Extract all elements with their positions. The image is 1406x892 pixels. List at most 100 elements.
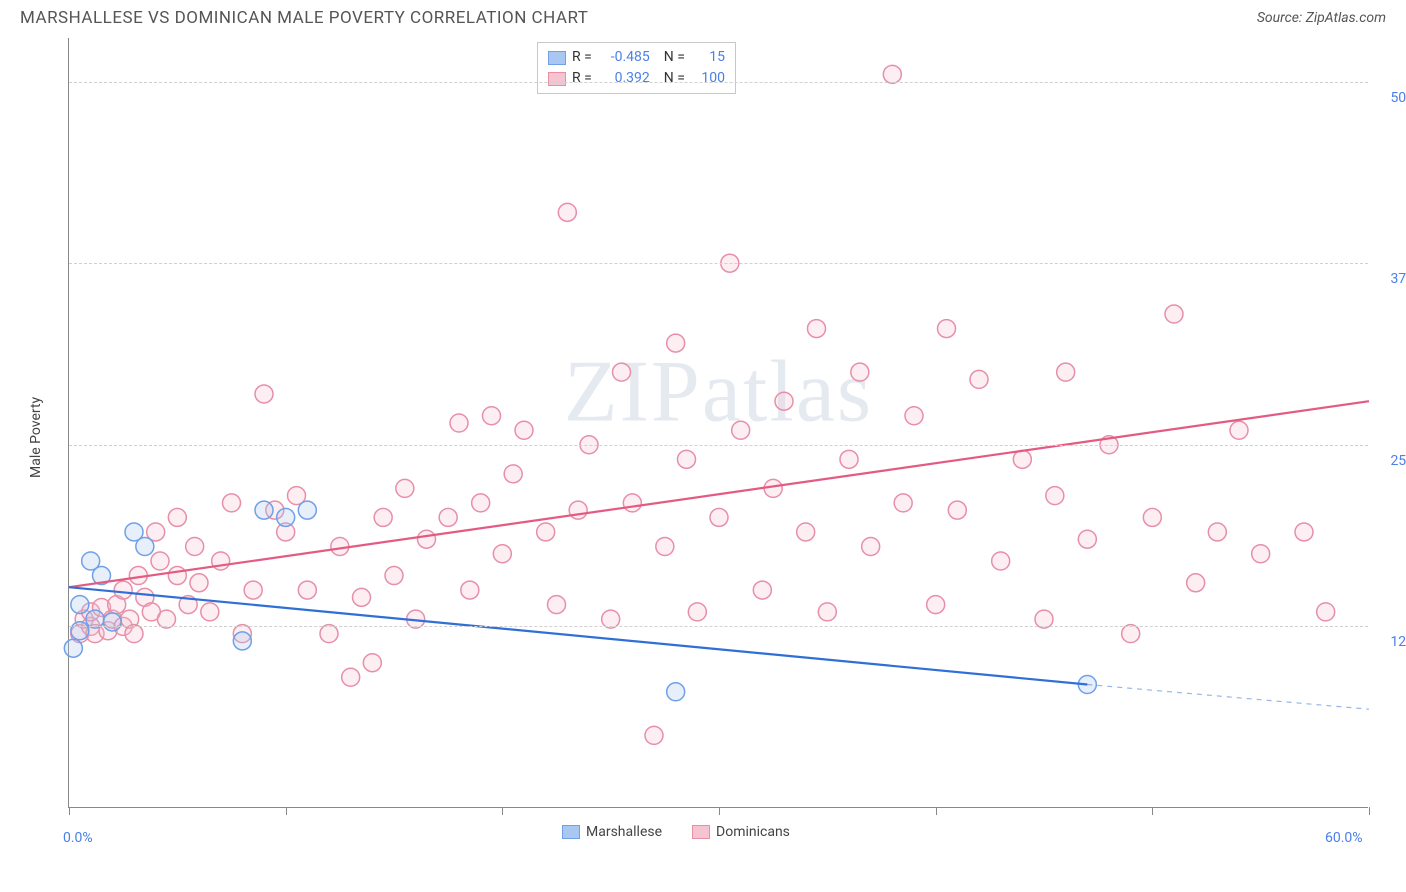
- data-point: [1208, 523, 1226, 541]
- data-point: [266, 501, 284, 519]
- data-point: [129, 567, 147, 585]
- data-point: [450, 414, 468, 432]
- data-point: [623, 494, 641, 512]
- data-point: [186, 537, 204, 555]
- data-point: [483, 407, 501, 425]
- legend-n-value: 15: [691, 47, 725, 68]
- trend-line: [69, 587, 1087, 684]
- data-point: [764, 479, 782, 497]
- legend-label: Marshallese: [586, 824, 662, 840]
- x-tick: [1369, 807, 1370, 815]
- legend-row: R =0.392N =100: [548, 68, 725, 89]
- data-point: [678, 450, 696, 468]
- data-point: [418, 530, 436, 548]
- data-point: [93, 567, 111, 585]
- data-point: [363, 654, 381, 672]
- data-point: [1078, 530, 1096, 548]
- y-tick-label: 50.0%: [1373, 90, 1406, 106]
- data-point: [136, 588, 154, 606]
- x-tick: [69, 807, 70, 815]
- data-point: [147, 523, 165, 541]
- grid-line: [69, 626, 1368, 627]
- data-point: [114, 581, 132, 599]
- legend-label: Dominicans: [716, 824, 790, 840]
- data-point: [277, 508, 295, 526]
- data-point: [385, 567, 403, 585]
- data-point: [108, 596, 126, 614]
- data-point: [775, 392, 793, 410]
- y-tick-label: 12.5%: [1373, 634, 1406, 650]
- legend-swatch: [548, 72, 566, 86]
- x-tick-label: 60.0%: [1325, 830, 1363, 846]
- x-tick: [286, 807, 287, 815]
- data-point: [515, 421, 533, 439]
- data-point: [472, 494, 490, 512]
- data-point: [439, 508, 457, 526]
- data-point: [667, 334, 685, 352]
- y-tick-label: 37.5%: [1373, 271, 1406, 287]
- data-point: [1046, 487, 1064, 505]
- chart-container: ZIPatlas R =-0.485N =15R =0.392N =100 12…: [20, 38, 1386, 858]
- legend-item: Dominicans: [692, 824, 790, 840]
- grid-line: [69, 82, 1368, 83]
- grid-line: [69, 445, 1368, 446]
- data-point: [151, 552, 169, 570]
- data-point: [142, 603, 160, 621]
- data-point: [82, 552, 100, 570]
- legend-row: R =-0.485N =15: [548, 47, 725, 68]
- data-point: [753, 581, 771, 599]
- x-tick-label: 0.0%: [63, 830, 93, 846]
- data-point: [288, 487, 306, 505]
- data-point: [244, 581, 262, 599]
- data-point: [1317, 603, 1335, 621]
- watermark: ZIPatlas: [564, 341, 873, 442]
- data-point: [504, 465, 522, 483]
- data-point: [851, 363, 869, 381]
- data-point: [125, 523, 143, 541]
- data-point: [179, 596, 197, 614]
- x-tick: [719, 807, 720, 815]
- data-point: [331, 537, 349, 555]
- data-point: [862, 537, 880, 555]
- data-point: [99, 622, 117, 640]
- x-tick: [936, 807, 937, 815]
- data-point: [992, 552, 1010, 570]
- trend-line: [69, 401, 1369, 587]
- legend-swatch: [692, 825, 710, 839]
- data-point: [656, 537, 674, 555]
- data-point: [688, 603, 706, 621]
- source-attribution: Source: ZipAtlas.com: [1257, 10, 1386, 26]
- data-point: [255, 501, 273, 519]
- data-point: [71, 596, 89, 614]
- data-point: [1252, 545, 1270, 563]
- data-point: [569, 501, 587, 519]
- data-point: [1165, 305, 1183, 323]
- data-point: [537, 523, 555, 541]
- data-point: [1230, 421, 1248, 439]
- series-legend: Marshallese Dominicans: [562, 824, 790, 840]
- correlation-legend: R =-0.485N =15R =0.392N =100: [537, 42, 736, 94]
- data-point: [168, 567, 186, 585]
- data-point: [894, 494, 912, 512]
- chart-title: MARSHALLESE VS DOMINICAN MALE POVERTY CO…: [20, 8, 588, 28]
- y-tick-label: 25.0%: [1373, 453, 1406, 469]
- data-point: [1187, 574, 1205, 592]
- x-tick: [502, 807, 503, 815]
- data-point: [103, 613, 121, 631]
- data-point: [71, 622, 89, 640]
- data-point: [255, 385, 273, 403]
- scatter-svg: [69, 38, 1369, 808]
- legend-r-value: -0.485: [598, 47, 650, 68]
- data-point: [905, 407, 923, 425]
- x-tick: [1152, 807, 1153, 815]
- data-point: [1013, 450, 1031, 468]
- data-point: [493, 545, 511, 563]
- data-point: [548, 596, 566, 614]
- legend-r-label: R =: [572, 47, 592, 68]
- data-point: [818, 603, 836, 621]
- data-point: [223, 494, 241, 512]
- data-point: [396, 479, 414, 497]
- data-point: [342, 668, 360, 686]
- data-point: [136, 537, 154, 555]
- data-point: [645, 726, 663, 744]
